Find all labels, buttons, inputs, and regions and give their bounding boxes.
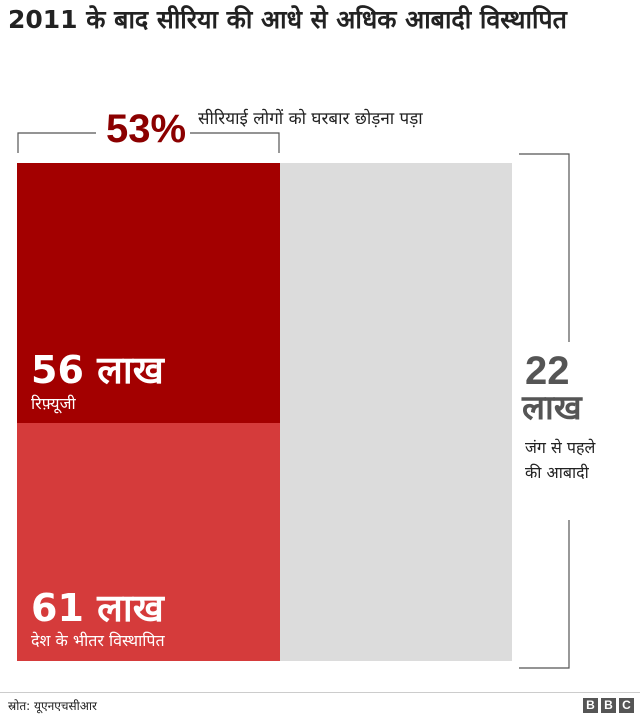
source-note: स्रोत: यूएनएचसीआर bbox=[8, 699, 97, 713]
bbc-logo-letter: B bbox=[583, 698, 598, 713]
refugees-block bbox=[17, 163, 280, 423]
total-bracket bbox=[519, 153, 570, 669]
internal-value-label: 61 लाख bbox=[31, 586, 166, 630]
total-description-line2: की आबादी bbox=[525, 463, 590, 482]
internal-name-label: देश के भीतर विस्थापित bbox=[31, 631, 166, 650]
refugees-name-label: रिफ़्यूजी bbox=[31, 394, 76, 414]
share-percent-label: 53% bbox=[106, 107, 186, 151]
chart-title: 2011 के बाद सीरिया की आधे से अधिक आबादी … bbox=[8, 5, 567, 34]
total-description-line1: जंग से पहले bbox=[525, 438, 596, 457]
refugees-value-label: 56 लाख bbox=[31, 348, 166, 392]
total-value-label: 22 bbox=[525, 349, 570, 393]
internally-displaced-block bbox=[17, 423, 280, 661]
total-unit-label: लाख bbox=[521, 388, 583, 428]
stacked-area-chart: 53% सीरियाई लोगों को घरबार छोड़ना पड़ा 5… bbox=[17, 107, 596, 669]
share-bracket bbox=[17, 132, 280, 153]
bbc-logo-letter: B bbox=[601, 698, 616, 713]
share-description: सीरियाई लोगों को घरबार छोड़ना पड़ा bbox=[198, 108, 423, 129]
bbc-logo: B B C bbox=[583, 698, 634, 713]
footer-divider bbox=[0, 692, 640, 693]
bbc-logo-letter: C bbox=[619, 698, 634, 713]
